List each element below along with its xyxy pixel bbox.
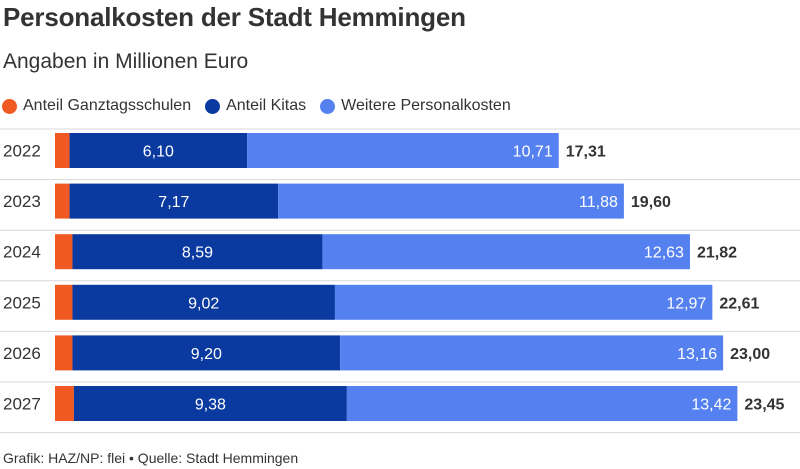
legend-label-kitas: Anteil Kitas [226, 97, 307, 114]
data-label-kitas-2022: 6,10 [143, 144, 174, 161]
bar-ganztagsschulen-2022 [55, 133, 70, 168]
bar-kitas-2023 [69, 183, 279, 219]
data-label-weitere-2024: 12,63 [644, 245, 684, 262]
bar-kitas-2022 [69, 133, 248, 168]
bar-weitere-2027 [346, 386, 738, 421]
data-label-kitas-2023: 7,17 [158, 194, 189, 211]
bar-weitere-2022 [247, 133, 559, 168]
data-label-weitere-2027: 13,42 [691, 397, 731, 414]
legend-swatch-ganztagsschulen [2, 98, 17, 114]
category-label-2022: 2022 [3, 142, 41, 161]
total-label-2025: 22,61 [719, 295, 759, 312]
stacked-bar-chart: 2022 6,10 10,71 17,31 2023 7,17 11,88 19,60 2024… [0, 128, 800, 434]
data-label-kitas-2024: 8,59 [182, 245, 213, 262]
data-label-kitas-2025: 9,02 [188, 295, 219, 312]
bar-weitere-2023 [278, 183, 624, 219]
total-label-2022: 17,31 [566, 144, 606, 161]
legend-item-weitere: Weitere Personalkosten [320, 97, 511, 115]
legend-label-ganztagsschulen: Anteil Ganztagsschulen [23, 97, 192, 114]
bar-ganztagsschulen-2025 [55, 284, 73, 320]
data-label-weitere-2023: 11,88 [579, 194, 618, 211]
total-label-2027: 23,45 [744, 397, 784, 414]
category-label-2026: 2026 [3, 344, 41, 363]
total-label-2024: 21,82 [697, 245, 737, 262]
data-label-weitere-2025: 12,97 [666, 295, 706, 312]
bar-kitas-2025 [72, 284, 335, 320]
legend-item-kitas: Anteil Kitas [205, 97, 306, 115]
category-label-2024: 2024 [3, 243, 41, 262]
bar-ganztagsschulen-2023 [55, 183, 70, 219]
data-label-kitas-2027: 9,38 [195, 397, 226, 414]
bar-kitas-2026 [72, 335, 341, 371]
category-label-2023: 2023 [3, 192, 41, 211]
bar-weitere-2026 [340, 335, 724, 371]
bar-ganztagsschulen-2027 [55, 386, 74, 421]
bar-weitere-2025 [334, 284, 713, 320]
total-label-2026: 23,00 [730, 346, 770, 363]
legend: Anteil Ganztagsschulen Anteil Kitas Weit… [2, 95, 525, 117]
bar-ganztagsschulen-2024 [55, 234, 73, 270]
bar-ganztagsschulen-2026 [55, 335, 73, 371]
bar-kitas-2027 [73, 386, 347, 421]
chart-title: Personalkosten der Stadt Hemmingen [3, 2, 466, 32]
data-label-kitas-2026: 9,20 [191, 346, 222, 363]
chart-subtitle: Angaben in Millionen Euro [3, 50, 249, 73]
legend-swatch-kitas [205, 98, 221, 114]
legend-item-ganztagsschulen: Anteil Ganztagsschulen [2, 97, 191, 115]
category-label-2027: 2027 [3, 395, 41, 414]
legend-label-weitere: Weitere Personalkosten [341, 97, 511, 114]
total-label-2023: 19,60 [631, 194, 671, 211]
bar-weitere-2024 [322, 234, 690, 270]
legend-swatch-weitere [320, 98, 336, 114]
source-footer: Grafik: HAZ/NP: flei • Quelle: Stadt Hem… [3, 450, 299, 466]
data-label-weitere-2022: 10,71 [513, 144, 553, 161]
category-label-2025: 2025 [3, 293, 41, 312]
data-label-weitere-2026: 13,16 [677, 346, 717, 363]
bar-kitas-2024 [72, 234, 323, 270]
